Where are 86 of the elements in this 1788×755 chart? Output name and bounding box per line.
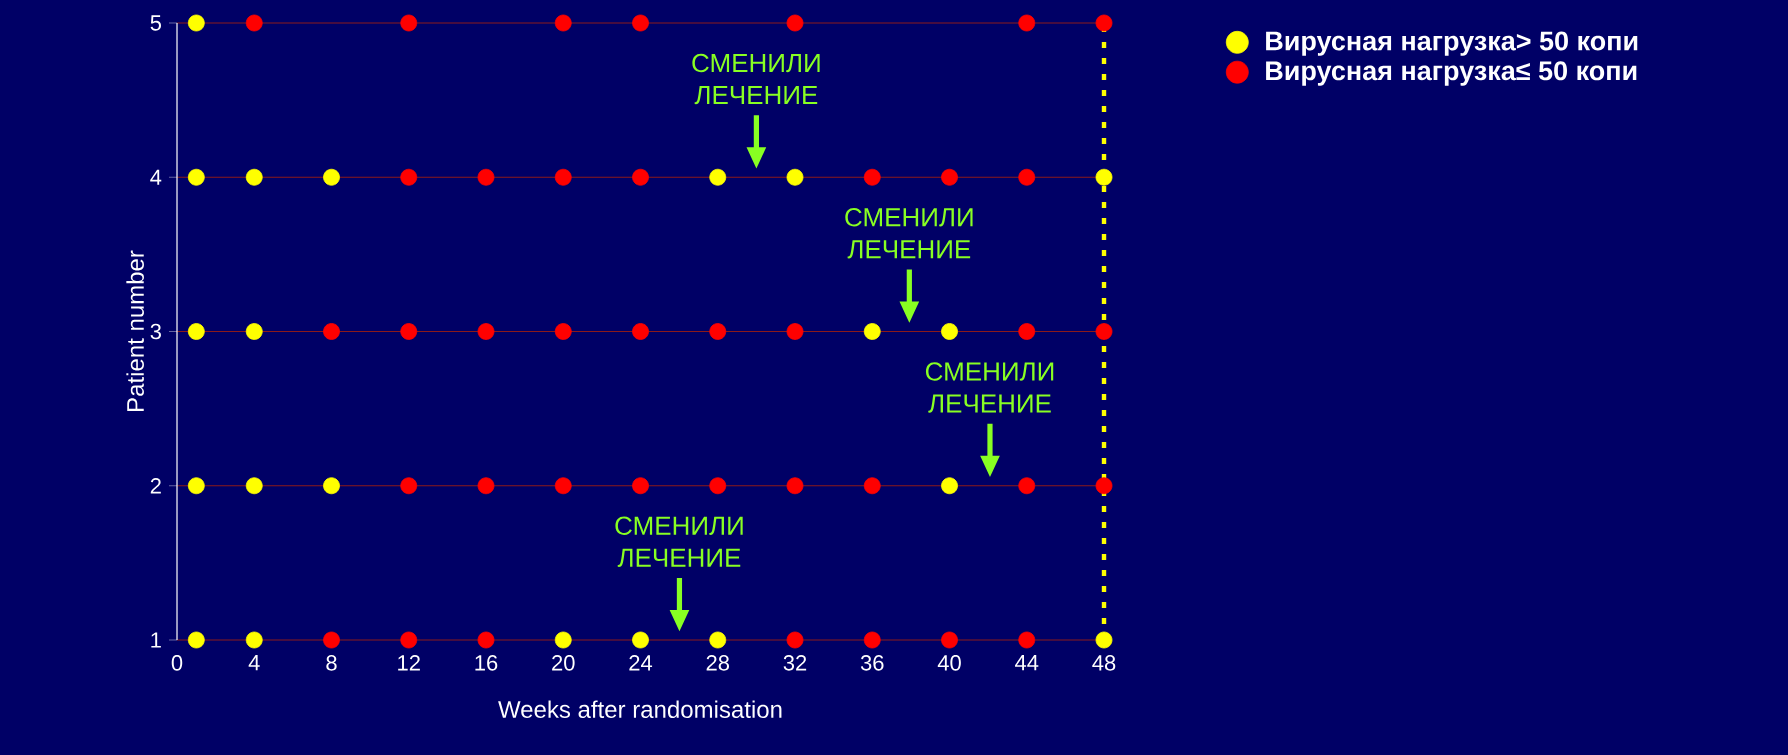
point — [632, 631, 649, 649]
annotation: СМЕНИЛИ ЛЕЧЕНИЕ — [692, 53, 820, 105]
point — [863, 631, 881, 649]
point — [709, 631, 727, 649]
legend-label: Вирусная нагрузка≤ 50 копи — [1266, 61, 1637, 86]
point — [709, 477, 727, 495]
annotation: СМЕНИЛИ ЛЕЧЕНИЕ — [925, 362, 1054, 413]
point — [400, 631, 418, 649]
point — [1018, 168, 1036, 186]
point — [786, 323, 804, 340]
point — [1095, 323, 1113, 340]
y-tick-label: 5 — [150, 15, 161, 31]
point — [1095, 168, 1113, 186]
legend-label: Вирусная нагрузка> 50 копи — [1266, 31, 1638, 56]
point — [554, 323, 572, 340]
point — [863, 323, 881, 340]
point — [400, 14, 418, 32]
point — [400, 323, 418, 340]
point — [245, 168, 263, 186]
point — [187, 168, 205, 186]
point — [941, 477, 958, 495]
annotation: СМЕНИЛИ ЛЕЧЕНИЕ — [845, 208, 973, 259]
x-tick-label: 28 — [706, 655, 730, 671]
x-tick-label: 36 — [860, 655, 884, 671]
y-tick-label: 1 — [151, 632, 161, 648]
y-tick-label: 4 — [150, 169, 162, 185]
x-tick-label: 8 — [326, 655, 337, 671]
point — [187, 14, 205, 32]
y-axis-title: Patient number — [126, 250, 144, 411]
point — [323, 477, 340, 495]
point — [1018, 323, 1036, 340]
y-tick-label: 2 — [150, 478, 161, 494]
point — [187, 323, 205, 340]
point — [245, 323, 263, 340]
point — [187, 477, 205, 495]
point — [400, 477, 418, 495]
point — [1018, 14, 1036, 32]
point — [477, 168, 495, 186]
y-tick-label: 3 — [150, 323, 161, 340]
point — [477, 323, 495, 340]
point — [632, 323, 649, 340]
x-tick-label: 24 — [629, 655, 653, 671]
x-tick-label: 20 — [552, 655, 575, 671]
point — [863, 477, 881, 495]
point — [786, 168, 804, 186]
point — [941, 323, 958, 340]
point — [245, 477, 263, 495]
x-tick-label: 40 — [937, 655, 961, 671]
x-tick-label: 16 — [475, 655, 498, 671]
x-tick-label: 12 — [398, 655, 420, 671]
point — [1018, 631, 1036, 649]
point — [554, 168, 572, 186]
point — [1095, 631, 1113, 649]
point — [554, 477, 572, 495]
point — [187, 631, 205, 649]
x-tick-label: 48 — [1092, 655, 1116, 671]
point — [323, 323, 340, 340]
point — [863, 168, 881, 186]
point — [941, 631, 958, 649]
annotation: СМЕНИЛИ ЛЕЧЕНИЕ — [615, 516, 743, 567]
point — [245, 14, 263, 32]
point — [632, 14, 649, 32]
point — [786, 631, 804, 649]
point — [323, 168, 340, 186]
x-axis-title: Weeks after randomisation — [498, 700, 782, 718]
point — [1018, 477, 1036, 495]
x-tick-label: 44 — [1015, 655, 1039, 671]
point — [632, 168, 649, 186]
point — [709, 323, 727, 340]
point — [323, 631, 340, 649]
point — [477, 477, 495, 495]
point — [709, 168, 727, 186]
point — [554, 14, 572, 32]
point — [786, 14, 804, 32]
x-tick-label: 32 — [783, 655, 807, 671]
point — [245, 631, 263, 649]
point — [786, 477, 804, 495]
point — [477, 631, 495, 649]
x-tick-label: 0 — [171, 655, 183, 671]
point — [1095, 14, 1113, 32]
x-tick-label: 4 — [248, 655, 260, 671]
point — [1095, 477, 1113, 495]
point — [554, 631, 572, 649]
point — [632, 477, 649, 495]
point — [400, 168, 418, 186]
point — [941, 168, 958, 186]
